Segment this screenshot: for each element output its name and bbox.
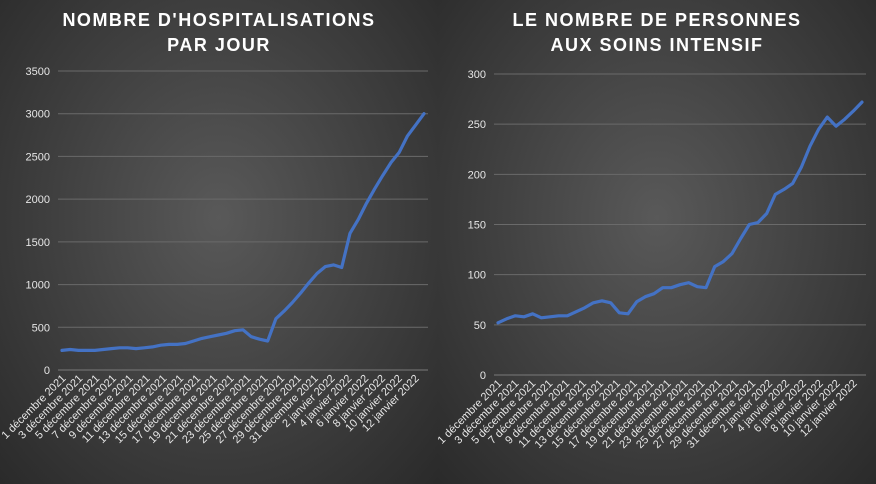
soins-intensifs-series-line (496, 100, 864, 325)
hospitalisations-y-tick-label: 2500 (26, 151, 50, 163)
hospitalisations-chart-panel: NOMBRE D'HOSPITALISATIONS PAR JOUR 0 500 1… (0, 0, 438, 484)
hospitalisations-y-tick-label: 3000 (26, 109, 50, 121)
soins-intensifs-chart-title: LE NOMBRE DE PERSONNES AUX SOINS INTENSI… (438, 8, 876, 58)
soins-intensifs-y-tick-label: 250 (468, 119, 486, 131)
soins-intensifs-y-tick-label: 100 (468, 270, 486, 282)
hospitalisations-chart-title: NOMBRE D'HOSPITALISATIONS PAR JOUR (0, 8, 438, 58)
hospitalisations-title-line-2: PAR JOUR (167, 35, 271, 55)
soins-intensifs-title-line-1: LE NOMBRE DE PERSONNES (512, 10, 802, 30)
hospitalisations-y-tick-label: 3500 (26, 66, 50, 78)
soins-intensifs-chart-panel: LE NOMBRE DE PERSONNES AUX SOINS INTENSI… (438, 0, 876, 484)
hospitalisations-title-line-1: NOMBRE D'HOSPITALISATIONS (62, 10, 376, 30)
hospitalisations-series-line (60, 112, 426, 352)
soins-intensifs-title-line-2: AUX SOINS INTENSIF (550, 35, 764, 55)
hospitalisations-y-tick-label: 0 (44, 365, 50, 377)
hospitalisations-y-tick-label: 2000 (26, 194, 50, 206)
soins-intensifs-y-tick-label: 50 (474, 320, 486, 332)
hospitalisations-y-tick-label: 1500 (26, 237, 50, 249)
soins-intensifs-y-tick-label: 150 (468, 220, 486, 232)
hospitalisations-y-tick-label: 1000 (26, 280, 50, 292)
soins-intensifs-y-tick-label: 0 (480, 370, 486, 382)
hospitalisations-y-tick-label: 500 (32, 322, 50, 334)
soins-intensifs-y-tick-label: 300 (468, 69, 486, 81)
soins-intensifs-y-tick-label: 200 (468, 169, 486, 181)
